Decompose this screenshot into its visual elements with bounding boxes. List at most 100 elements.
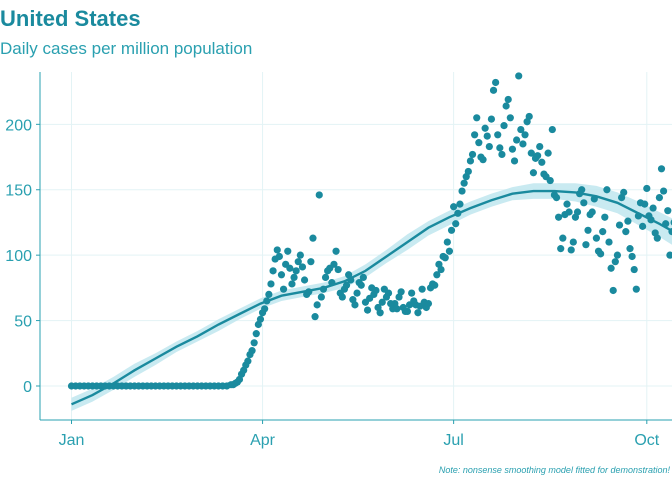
data-point (525, 112, 533, 121)
data-point (300, 276, 309, 284)
data-point (256, 315, 265, 323)
tick-labels: 0 50 100 150 200 Jan Apr Jul Oct (5, 117, 660, 449)
data-point (588, 208, 596, 216)
data-point (466, 157, 475, 165)
data-point (536, 142, 544, 151)
data-point (447, 226, 456, 234)
chart-subtitle: Daily cases per million population (0, 39, 253, 58)
data-point (332, 247, 340, 255)
x-tick-label: Oct (634, 432, 659, 449)
data-point (649, 204, 657, 212)
data-point (592, 234, 601, 242)
y-tick-label: 0 (23, 379, 32, 396)
data-point (519, 140, 527, 148)
data-point (445, 247, 454, 255)
data-point (378, 298, 386, 306)
data-point (513, 136, 521, 144)
data-point (363, 306, 372, 314)
data-point (317, 293, 325, 301)
data-point (538, 158, 546, 166)
data-point (496, 144, 504, 152)
data-point (517, 125, 525, 134)
data-point (510, 157, 519, 165)
data-point (565, 208, 573, 216)
data-point (376, 309, 384, 317)
data-point (559, 234, 567, 242)
data-point (580, 199, 588, 207)
data-point (563, 200, 571, 208)
data-point (485, 142, 493, 151)
data-point (582, 241, 590, 249)
data-point (487, 115, 496, 123)
data-point (655, 193, 664, 202)
data-point (611, 258, 619, 266)
data-point (311, 313, 319, 321)
axes (36, 72, 672, 424)
data-point (279, 285, 288, 293)
data-point (622, 228, 630, 236)
data-point (479, 156, 487, 164)
data-point (267, 280, 275, 288)
x-tick-label: Apr (250, 432, 276, 449)
data-point (265, 290, 273, 299)
data-point (384, 289, 393, 297)
data-point (624, 217, 632, 225)
data-point (609, 286, 617, 295)
data-point (443, 238, 451, 246)
data-point (330, 260, 338, 268)
data-point (313, 301, 321, 309)
data-point (468, 150, 477, 159)
data-point (414, 309, 422, 317)
data-point (601, 213, 609, 221)
data-point (534, 152, 542, 160)
data-point (437, 265, 445, 274)
data-point (483, 132, 491, 140)
data-point (605, 238, 613, 246)
data-point (471, 131, 479, 139)
data-point (639, 222, 647, 230)
data-point (424, 299, 433, 308)
data-point (475, 139, 483, 147)
data-point (548, 125, 556, 134)
data-point (307, 258, 315, 266)
data-point (292, 267, 300, 275)
data-point (433, 271, 441, 279)
x-tick-label: Jan (59, 432, 85, 449)
data-point (288, 280, 296, 288)
data-point (578, 186, 586, 194)
confidence-band-area (71, 183, 672, 411)
data-point (458, 187, 466, 195)
smooth-line-path (71, 189, 672, 406)
data-point (552, 193, 561, 202)
data-point (653, 234, 661, 242)
data-point (338, 293, 346, 301)
data-point (286, 264, 294, 272)
data-point (557, 245, 565, 253)
data-point (321, 273, 330, 281)
data-point (569, 238, 577, 246)
data-point (613, 251, 622, 259)
data-point (418, 285, 426, 293)
data-point (508, 145, 517, 153)
data-point (620, 188, 628, 196)
x-tick-label: Jul (443, 432, 463, 449)
data-point (597, 250, 605, 258)
data-point (666, 251, 672, 259)
data-point (294, 258, 302, 266)
footnote: Note: nonsense smoothing model fitted fo… (438, 465, 670, 475)
data-point (607, 264, 615, 272)
data-point (504, 95, 512, 104)
data-point (555, 213, 563, 221)
confidence-band (71, 183, 672, 411)
data-point (353, 289, 361, 297)
data-point (573, 208, 582, 216)
smooth-line (71, 189, 672, 406)
data-point (529, 169, 538, 177)
data-point (494, 131, 502, 139)
data-point (456, 200, 464, 208)
data-point (657, 165, 666, 173)
data-point (450, 203, 458, 211)
data-point (527, 149, 535, 157)
data-point (372, 286, 380, 295)
data-point (397, 288, 405, 296)
